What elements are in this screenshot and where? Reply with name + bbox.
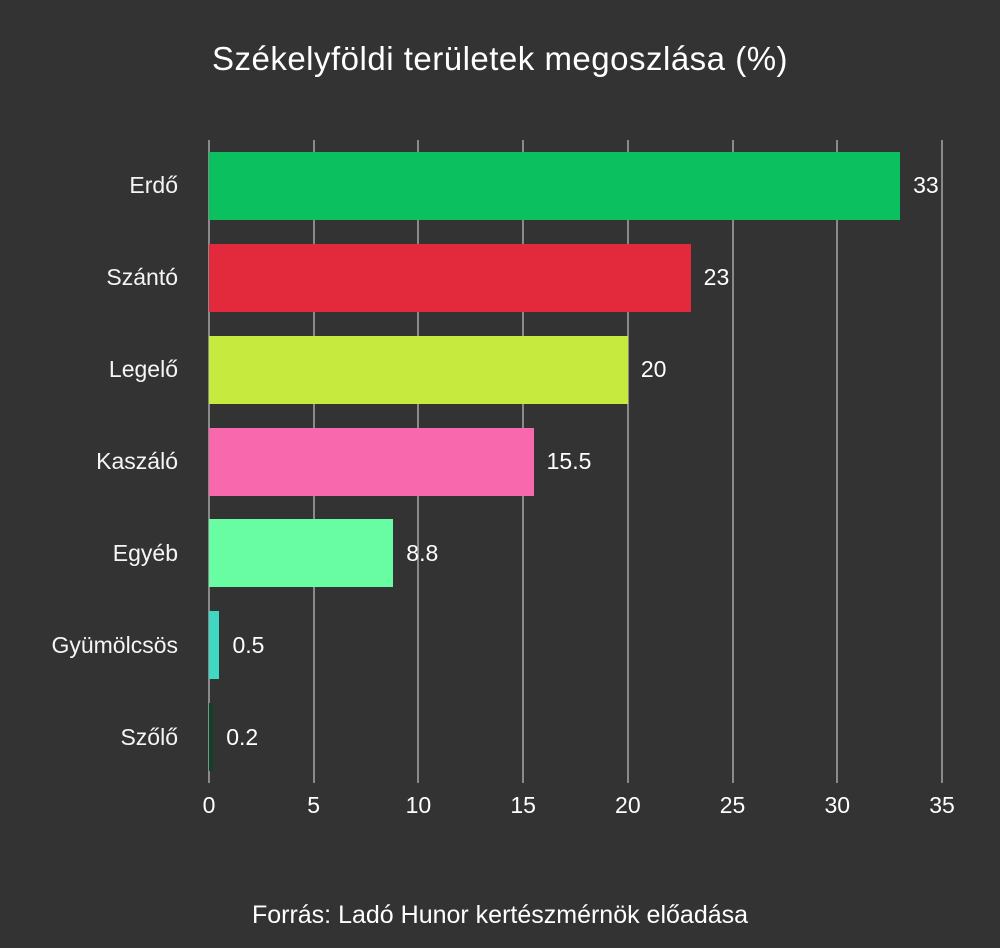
gridline [836, 140, 839, 783]
source-caption: Forrás: Ladó Hunor kertészmérnök előadás… [251, 901, 749, 929]
x-axis-tick-label: 25 [719, 792, 746, 818]
bar [209, 519, 394, 588]
bar [209, 151, 901, 220]
bar-rows: 33 23 20 15.5 8.8 0.5 0.2 [209, 140, 942, 783]
y-axis-labels: Erdő Szántó Legelő Kaszáló Egyéb Gyümölcsös Sz… [0, 140, 178, 783]
bar-value-label: 23 [703, 264, 730, 291]
bar-row: 20 [209, 324, 942, 416]
bar-value-label: 8.8 [406, 539, 439, 566]
gridline [626, 140, 629, 783]
category-label: Gyümölcsös [51, 631, 178, 658]
bar-value-label: 15.5 [546, 448, 592, 474]
x-axis-tick-label: 35 [929, 792, 955, 818]
category-label: Legelő [108, 356, 178, 383]
bar-row: 15.5 [209, 416, 942, 508]
x-axis-tick-label: 5 [307, 792, 321, 818]
category-label: Kaszáló [96, 448, 178, 474]
bar-row: 8.8 [209, 507, 942, 599]
bar [209, 243, 691, 312]
x-axis-tick-label: 15 [510, 792, 536, 818]
bar-row: 0.5 [209, 599, 942, 691]
category-label: Erdő [129, 172, 178, 199]
category-label: Szőlő [120, 723, 178, 750]
x-axis-tick-label: 30 [824, 792, 851, 818]
bar-value-label: 0.2 [226, 723, 259, 750]
x-axis-tick-label: 10 [405, 792, 432, 818]
bar-value-label: 33 [913, 172, 939, 199]
x-axis-tick-labels: 0 5 10 15 20 25 30 35 [203, 792, 955, 824]
bar [209, 335, 628, 404]
gridline [941, 140, 943, 783]
category-label: Szántó [106, 264, 178, 291]
x-axis-tick-label: 0 [202, 792, 216, 818]
bar-value-label: 20 [640, 356, 667, 383]
chart-title: Székelyföldi területek megoszlása (%) [211, 40, 789, 77]
bar [209, 611, 220, 680]
bar [209, 427, 534, 496]
bar-row: 0.2 [209, 691, 942, 783]
bar-row: 33 [209, 140, 942, 232]
plot-area: 33 23 20 15.5 8.8 0.5 0.2 [208, 140, 943, 783]
bar [209, 703, 214, 772]
gridline [731, 140, 734, 783]
bar-row: 23 [209, 232, 942, 324]
x-axis-tick-label: 20 [615, 792, 641, 818]
bar-value-label: 0.5 [232, 631, 265, 658]
category-label: Egyéb [112, 539, 178, 566]
